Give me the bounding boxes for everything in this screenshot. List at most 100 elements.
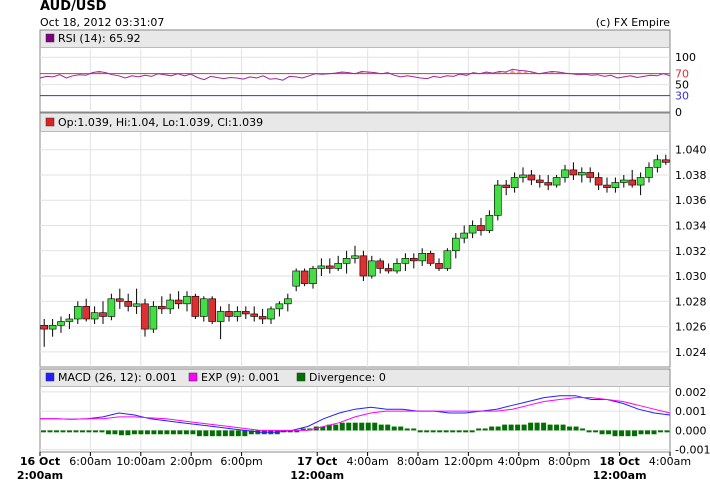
divergence-bar — [463, 430, 469, 433]
candle-body — [183, 295, 191, 305]
candle-body — [267, 308, 275, 320]
candle-body — [586, 172, 595, 178]
candle-body — [124, 301, 132, 307]
candle-body — [510, 177, 519, 188]
candle-body — [594, 177, 603, 186]
x-tick-label-date: 2:00am — [17, 469, 63, 482]
candle-body — [359, 255, 368, 277]
divergence-bar — [144, 430, 150, 435]
divergence-bar — [359, 422, 365, 431]
divergence-bar — [645, 430, 651, 435]
price-legend-swatch — [45, 117, 55, 127]
price-tick-label: 1.024 — [675, 346, 707, 359]
divergence-bar — [411, 428, 417, 431]
candle-body — [468, 225, 477, 234]
x-tick-label: 2:00pm — [170, 455, 212, 468]
x-tick-label: 8:00am — [397, 455, 439, 468]
divergence-bar — [287, 430, 293, 433]
divergence-bar — [489, 426, 495, 431]
x-tick-label: 12:00pm — [444, 455, 493, 468]
divergence-bar — [404, 428, 410, 431]
candle-body — [351, 255, 359, 259]
divergence-bar — [346, 422, 352, 431]
price-tick-label: 1.040 — [675, 144, 707, 157]
rsi-overbought-fill — [89, 69, 569, 74]
x-tick-label: 4:00pm — [498, 455, 540, 468]
divergence-bar — [378, 424, 384, 431]
divergence-bar — [164, 430, 170, 435]
x-tick-label: 6:00am — [69, 455, 111, 468]
candle-body — [619, 179, 628, 183]
divergence-bar — [619, 430, 625, 437]
divergence-bar — [183, 430, 189, 435]
divergence-bar — [53, 430, 59, 433]
candle-body — [174, 299, 183, 305]
divergence-bar — [300, 428, 306, 431]
divergence-bar — [560, 424, 566, 431]
candle-body — [275, 303, 284, 310]
x-tick-label: 10:00am — [116, 455, 165, 468]
candle-body — [409, 258, 418, 262]
x-tick-label-date: 12:00am — [290, 469, 344, 482]
candle-body — [519, 174, 527, 178]
divergence-bar — [47, 430, 53, 433]
divergence-bar — [521, 424, 527, 431]
divergence-bar — [157, 430, 163, 435]
divergence-bar — [151, 430, 157, 435]
candle-body — [460, 232, 469, 239]
candle-body — [116, 298, 124, 302]
divergence-bar — [456, 430, 462, 433]
divergence-bar — [593, 430, 599, 433]
exp-line — [40, 397, 671, 431]
candle-body — [502, 184, 511, 188]
rsi-legend-bar — [40, 30, 670, 48]
divergence-bar — [365, 422, 371, 431]
divergence-bar — [86, 430, 92, 433]
divergence-bar — [79, 430, 85, 433]
x-tick-label: 17 Oct — [297, 455, 337, 468]
divergence-bar — [385, 424, 391, 431]
divergence-bar — [437, 430, 443, 433]
price-tick-label: 1.034 — [675, 219, 707, 232]
x-tick-label: 4:00am — [649, 455, 691, 468]
divergence-bar — [66, 430, 72, 433]
candle-body — [653, 159, 662, 168]
divergence-bar — [554, 424, 560, 431]
divergence-bar — [209, 430, 215, 437]
divergence-bar — [606, 430, 612, 435]
candle-body — [443, 250, 452, 269]
candle-body — [628, 179, 637, 186]
divergence-bar — [320, 426, 326, 431]
divergence-bar — [476, 428, 482, 431]
candle-body — [48, 325, 57, 330]
divergence-bar — [567, 426, 573, 431]
candle-body — [393, 263, 401, 272]
divergence-bar — [632, 430, 638, 437]
divergence-bar — [508, 424, 514, 431]
divergence-bar — [41, 430, 46, 433]
divergence-bar — [391, 426, 397, 431]
divergence-bar — [638, 430, 644, 435]
candle-body — [334, 263, 343, 269]
divergence-bar — [60, 430, 66, 433]
divergence-bar — [99, 430, 105, 433]
candle-body — [149, 306, 158, 330]
candle-body — [258, 316, 267, 320]
candle-body — [376, 260, 385, 269]
candle-body — [451, 237, 460, 252]
divergence-bar — [372, 422, 378, 431]
rsi-tick-label: 100 — [675, 51, 696, 64]
candle-body — [603, 184, 611, 188]
candle-body — [90, 312, 99, 320]
macd-legend-0-swatch — [45, 372, 55, 382]
candle-body — [552, 177, 561, 186]
macd-legend-1-swatch — [188, 372, 198, 382]
divergence-bar — [450, 430, 456, 433]
divergence-bar — [573, 426, 579, 431]
divergence-bar — [502, 424, 508, 431]
macd-tick-label: 0.001 — [675, 405, 707, 418]
candle-body — [57, 321, 65, 326]
divergence-bar — [235, 430, 241, 437]
divergence-bar — [294, 430, 300, 433]
